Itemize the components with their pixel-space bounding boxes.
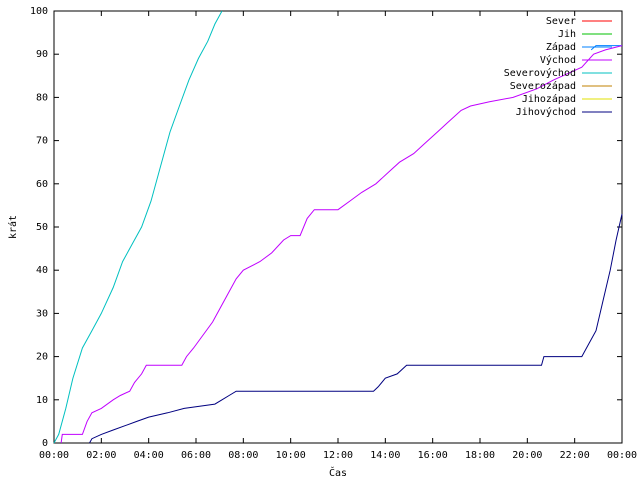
y-tick-label: 0 [42, 438, 48, 449]
x-tick-label: 04:00 [134, 450, 164, 461]
series-line-Jihovýchod [89, 213, 623, 444]
legend-label: Jih [558, 29, 576, 40]
legend-label: Sever [546, 16, 576, 27]
legend-label: Jihozápad [522, 93, 576, 105]
x-tick-label: 10:00 [276, 450, 306, 461]
x-tick-label: 00:00 [607, 450, 637, 461]
legend-label: Jihovýchod [516, 106, 576, 118]
y-axis-label: krát [7, 215, 19, 239]
x-tick-label: 12:00 [323, 450, 353, 461]
x-tick-label: 20:00 [512, 450, 542, 461]
y-tick-label: 10 [36, 395, 48, 406]
y-tick-label: 90 [36, 49, 48, 60]
legend: Sever JihZápadVýchodSeverovýchodSeverozáp… [504, 16, 612, 118]
x-tick-label: 06:00 [181, 450, 211, 461]
series-line-Východ [60, 45, 623, 444]
legend-label: Severovýchod [504, 67, 576, 79]
x-tick-label: 16:00 [418, 450, 448, 461]
y-tick-label: 20 [36, 352, 48, 363]
y-tick-label: 70 [36, 136, 48, 147]
x-axis-label: Čas [329, 466, 347, 479]
series-lines [53, 10, 623, 444]
series-line-Západ [590, 45, 622, 51]
x-tick-label: 08:00 [228, 450, 258, 461]
y-tick-label: 100 [30, 6, 48, 17]
x-tick-label: 00:00 [39, 450, 69, 461]
y-tick-label: 80 [36, 92, 48, 103]
x-tick-label: 22:00 [560, 450, 590, 461]
y-tick-label: 40 [36, 265, 48, 276]
y-tick-label: 60 [36, 179, 48, 190]
x-axis: 00:00 02:00 04:00 06:00 08:00 10:00 12:00 14:00… [39, 11, 637, 461]
y-tick-label: 30 [36, 308, 48, 319]
legend-label: Východ [540, 54, 576, 66]
x-tick-label: 02:00 [86, 450, 116, 461]
y-tick-label: 50 [36, 222, 48, 233]
legend-label: Severozápad [510, 80, 576, 92]
series-line-Severovýchod [53, 10, 223, 444]
legend-label: Západ [546, 41, 576, 53]
x-tick-label: 18:00 [465, 450, 495, 461]
x-tick-label: 14:00 [370, 450, 400, 461]
y-axis: 0 10 20 30 40 50 60 70 80 90 100 [30, 6, 622, 449]
